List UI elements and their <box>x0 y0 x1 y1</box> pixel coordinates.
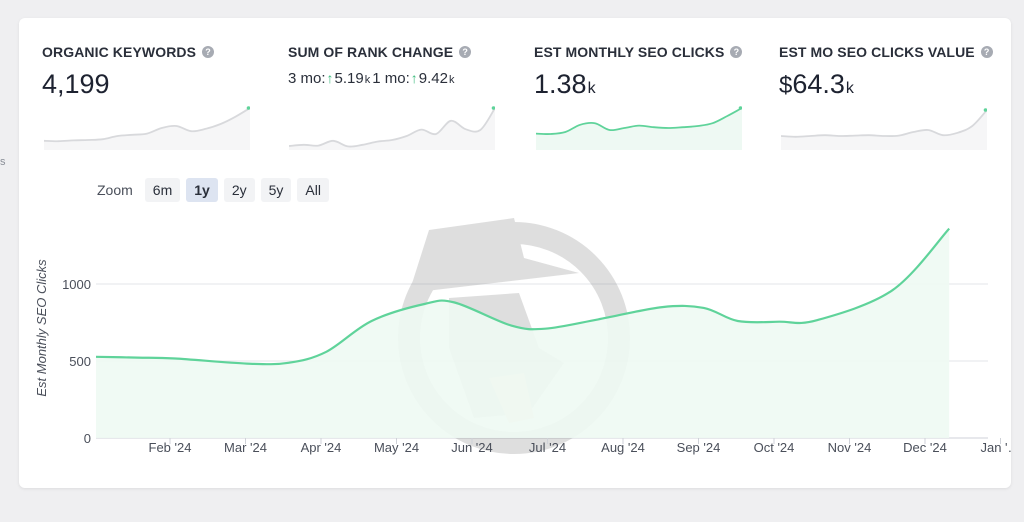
sparkline-area <box>536 108 742 150</box>
sparkline-line <box>536 107 742 135</box>
sparkline-end-point <box>738 106 742 110</box>
one-month-label: 1 mo: <box>372 70 410 87</box>
x-tick-label: Sep '24 <box>677 440 721 455</box>
x-axis-ticks: Feb '24 Mar '24 Apr '24 May '24 Jun '24 Jul '… <box>149 438 1011 455</box>
main-chart: 0 500 1000 Feb '24 Mar '24 Apr '24 May '24 Jun… <box>34 218 1011 455</box>
x-tick-label: Oct '24 <box>754 440 795 455</box>
three-month-unit: k <box>364 74 371 86</box>
help-icon[interactable]: ? <box>459 46 472 58</box>
sparkline-clicks-value <box>781 108 987 150</box>
currency-symbol: $ <box>779 72 793 99</box>
metric-seo-clicks: EST MONTHLY SEO CLICKS ? 1.38k <box>534 44 754 100</box>
metric-value: 1.38k <box>534 69 754 100</box>
metric-clicks-value: EST MO SEO CLICKS VALUE ? $64.3k <box>779 44 999 100</box>
y-axis-label: Est Monthly SEO Clicks <box>34 259 49 397</box>
sparkline-seo-clicks <box>536 106 742 150</box>
three-month-label: 3 mo: <box>288 70 326 87</box>
metric-value: $64.3k <box>779 69 999 100</box>
zoom-controls: Zoom 6m 1y 2y 5y All <box>97 178 329 202</box>
series-line <box>95 227 951 366</box>
sparkline-area <box>289 108 495 150</box>
metric-label: EST MO SEO CLICKS VALUE <box>779 44 975 60</box>
sparkline-area <box>44 108 250 150</box>
sparkline-end-point <box>246 106 250 110</box>
zoom-2y-button[interactable]: 2y <box>223 178 255 202</box>
edge-fragment: s <box>0 156 6 168</box>
metric-label: SUM OF RANK CHANGE <box>288 44 454 60</box>
help-icon[interactable]: ? <box>980 46 993 58</box>
series-points <box>95 228 950 364</box>
y-axis-ticks: 0 500 1000 <box>62 277 91 446</box>
zoom-label: Zoom <box>97 182 133 198</box>
metric-unit: k <box>845 80 854 97</box>
rank-change-values: 3 mo: ↑ 5.19 k 1 mo: ↑ 9.42 k <box>288 70 508 87</box>
sparkline-line <box>781 109 987 138</box>
x-tick-label: Jul '24 <box>529 440 566 455</box>
one-month-value: 9.42 <box>418 70 448 87</box>
metric-value: 4,199 <box>42 69 262 100</box>
x-tick-label: Aug '24 <box>601 440 645 455</box>
metric-number: 64.3 <box>792 69 845 99</box>
metric-label: EST MONTHLY SEO CLICKS <box>534 44 725 60</box>
zoom-5y-button[interactable]: 5y <box>260 178 292 202</box>
help-icon[interactable]: ? <box>730 46 743 58</box>
y-tick-label: 1000 <box>62 277 91 292</box>
sparkline-rank-change <box>289 106 495 150</box>
metric-number: 4,199 <box>42 69 110 99</box>
x-tick-label: Jan '… <box>980 440 1011 455</box>
sparkline-end-point <box>983 108 987 112</box>
metric-rank-change: SUM OF RANK CHANGE ? 3 mo: ↑ 5.19 k 1 mo… <box>288 44 508 87</box>
metric-number: 1.38 <box>534 69 587 99</box>
metric-organic-keywords: ORGANIC KEYWORDS ? 4,199 <box>42 44 262 100</box>
x-tick-label: Mar '24 <box>224 440 267 455</box>
zoom-6m-button[interactable]: 6m <box>144 178 181 202</box>
x-tick-label: Jun '24 <box>451 440 493 455</box>
x-tick-label: Apr '24 <box>301 440 342 455</box>
x-tick-label: Feb '24 <box>149 440 192 455</box>
help-icon[interactable]: ? <box>202 46 215 58</box>
arrow-up-icon: ↑ <box>326 70 334 86</box>
sparkline-end-point <box>491 106 495 110</box>
three-month-value: 5.19 <box>334 70 364 87</box>
arrow-up-icon: ↑ <box>410 70 418 86</box>
x-tick-label: May '24 <box>374 440 419 455</box>
sparkline-organic-keywords <box>44 106 250 150</box>
sparkline-line <box>289 107 495 148</box>
zoom-all-button[interactable]: All <box>297 178 329 202</box>
metric-label: ORGANIC KEYWORDS <box>42 44 197 60</box>
y-tick-label: 500 <box>69 354 91 369</box>
dashboard-card: ORGANIC KEYWORDS ? 4,199 SUM OF RANK CHA… <box>19 18 1011 488</box>
series-area <box>96 228 950 438</box>
x-tick-label: Nov '24 <box>828 440 872 455</box>
zoom-1y-button[interactable]: 1y <box>186 178 218 202</box>
metric-unit: k <box>587 80 596 97</box>
sparkline-area <box>781 110 987 150</box>
x-tick-label: Dec '24 <box>903 440 947 455</box>
y-tick-label: 0 <box>84 431 91 446</box>
one-month-unit: k <box>448 74 455 86</box>
sparkline-line <box>44 107 250 143</box>
